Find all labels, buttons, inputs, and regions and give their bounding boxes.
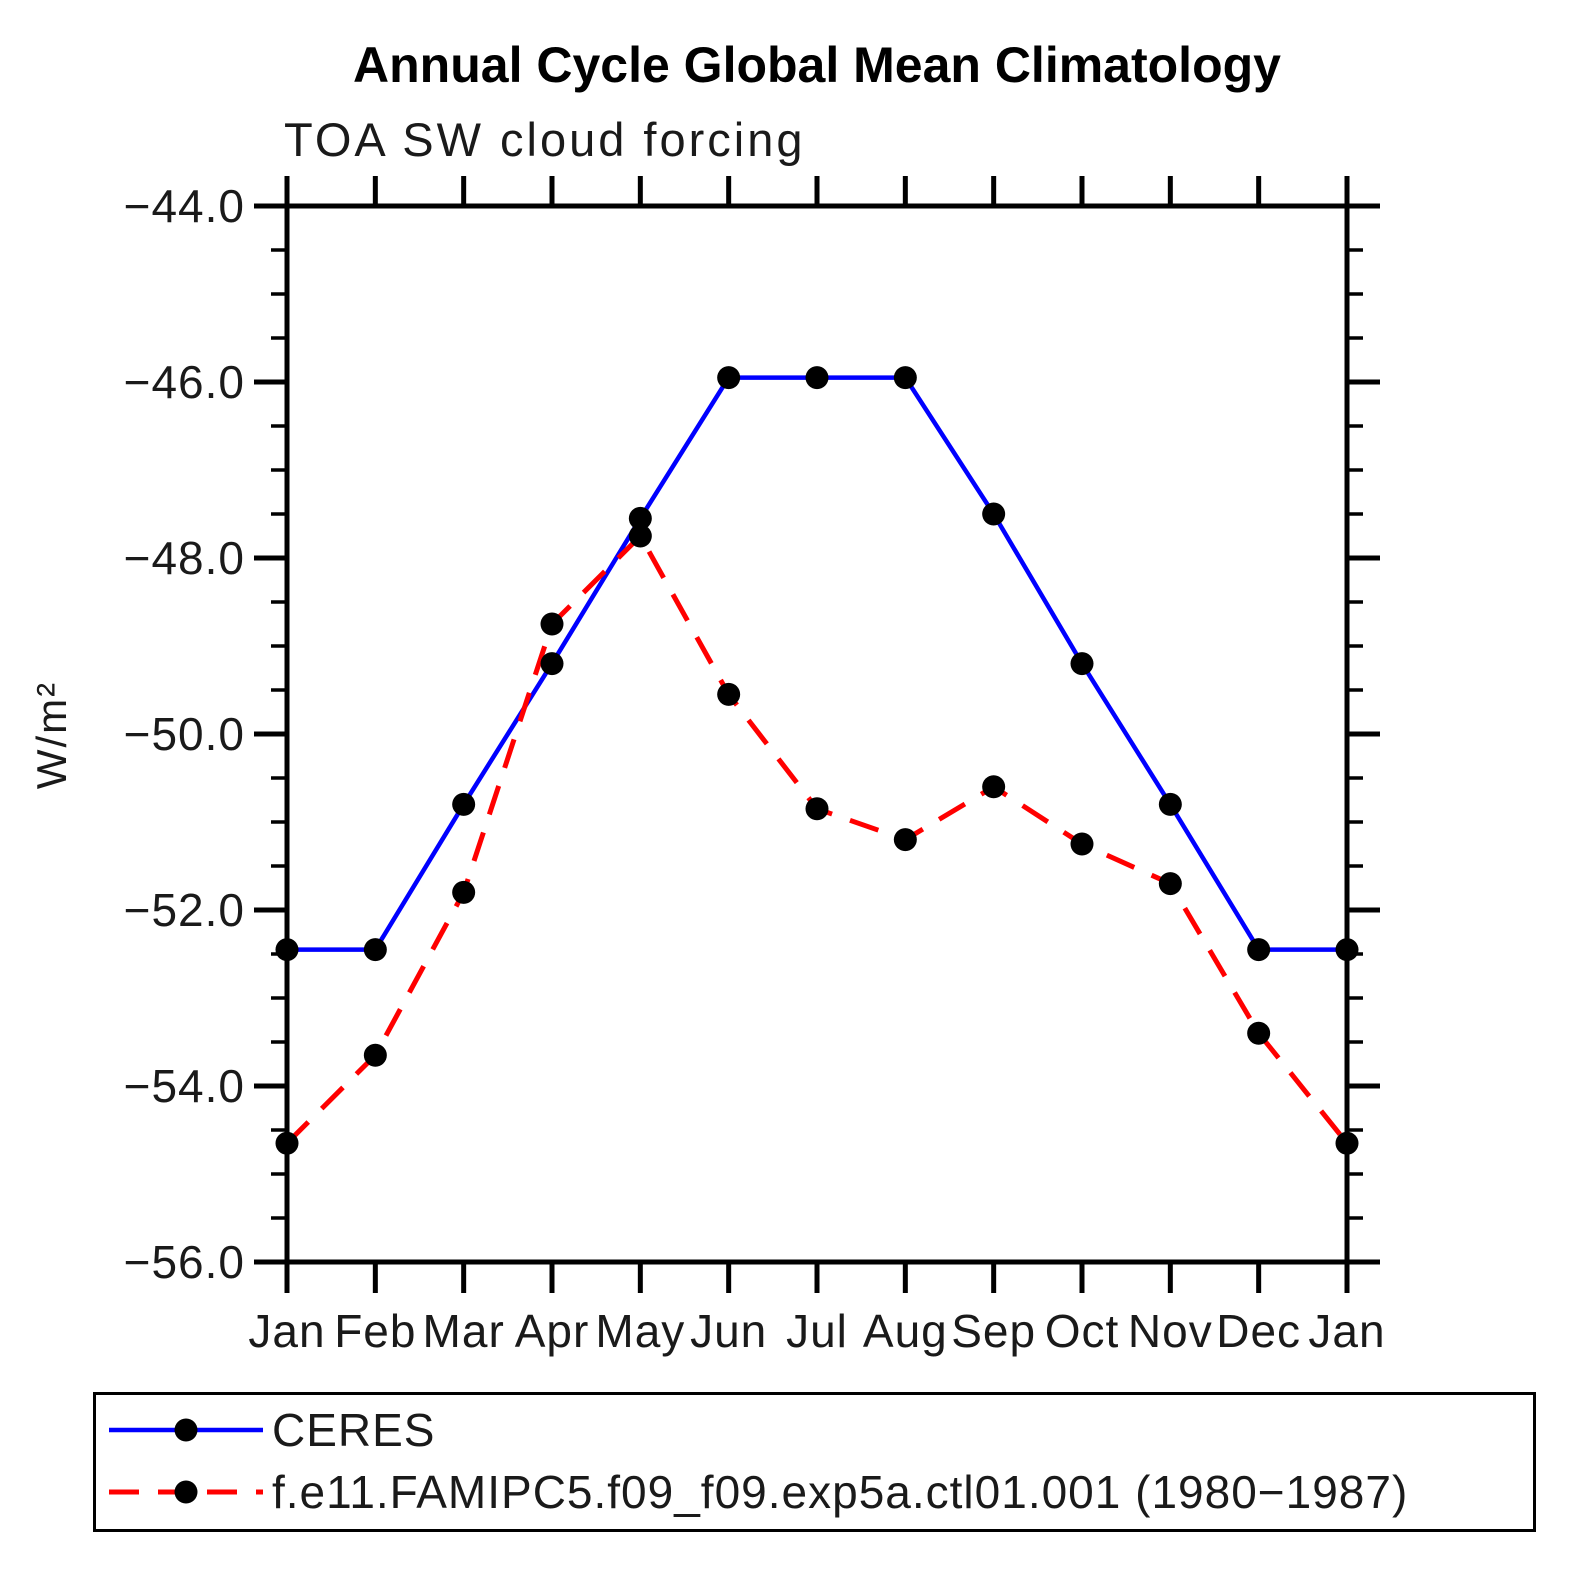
ceres-point-may-4 <box>628 506 652 530</box>
model-point-jul-6 <box>805 797 829 821</box>
model-point-nov-10 <box>1158 872 1182 896</box>
model-line <box>285 531 1349 1145</box>
y-tick-label: −50.0 <box>124 708 245 760</box>
ceres-point-jan-0 <box>275 938 299 962</box>
legend-entry-model: f.e11.FAMIPC5.f09_f09.exp5a.ctl01.001 (1… <box>96 1461 1408 1523</box>
x-tick-label: Mar <box>423 1305 505 1357</box>
model-point-jun-5 <box>717 682 741 706</box>
model-point-oct-9 <box>1070 832 1094 856</box>
legend-label-ceres: CERES <box>272 1404 436 1456</box>
x-tick-label: Jul <box>786 1305 848 1357</box>
model-point-feb-1 <box>363 1043 387 1067</box>
x-tick-label: Jun <box>690 1305 767 1357</box>
x-tick-label: Nov <box>1128 1305 1213 1357</box>
ceres-point-mar-2 <box>452 792 476 816</box>
legend: CERES f.e11.FAMIPC5.f09_f09.exp5a.ctl01.… <box>93 1392 1536 1532</box>
ceres-point-jul-6 <box>805 366 829 390</box>
model-point-jan-12 <box>1335 1131 1359 1155</box>
model-point-mar-2 <box>452 880 476 904</box>
y-tick-label: −52.0 <box>124 884 245 936</box>
plot-subtitle: TOA SW cloud forcing <box>284 113 806 166</box>
ceres-point-nov-10 <box>1158 792 1182 816</box>
ceres-sample-marker <box>174 1418 198 1442</box>
y-tick-label: −44.0 <box>124 180 245 232</box>
figure-title: Annual Cycle Global Mean Climatology <box>353 37 1281 93</box>
ceres-point-jan-12 <box>1335 938 1359 962</box>
legend-entry-ceres: CERES <box>96 1399 435 1461</box>
x-tick-label: Jan <box>248 1305 325 1357</box>
model-sample-marker <box>174 1480 198 1504</box>
ceres-point-dec-11 <box>1247 938 1271 962</box>
x-tick-label: Apr <box>515 1305 590 1357</box>
x-tick-label: Sep <box>951 1305 1036 1357</box>
y-tick-label: −54.0 <box>124 1060 245 1112</box>
y-tick-label: −46.0 <box>124 356 245 408</box>
x-tick-label: Dec <box>1216 1305 1301 1357</box>
ceres-point-apr-3 <box>540 652 564 676</box>
model-point-dec-11 <box>1247 1021 1271 1045</box>
ceres-point-sep-8 <box>982 502 1006 526</box>
y-tick-label: −48.0 <box>124 532 245 584</box>
x-tick-label: Oct <box>1045 1305 1120 1357</box>
model-line-sample <box>109 1480 263 1504</box>
x-tick-label: Jan <box>1308 1305 1385 1357</box>
ceres-point-feb-1 <box>363 938 387 962</box>
model-point-sep-8 <box>982 775 1006 799</box>
ceres-point-aug-7 <box>893 366 917 390</box>
model-point-jan-0 <box>275 1131 299 1155</box>
model-point-apr-3 <box>540 612 564 636</box>
ceres-line <box>287 375 1347 952</box>
ceres-point-oct-9 <box>1070 652 1094 676</box>
ceres-line-sample <box>109 1418 263 1442</box>
x-tick-label: Aug <box>863 1305 948 1357</box>
model-point-aug-7 <box>893 828 917 852</box>
y-tick-label: −56.0 <box>124 1236 245 1288</box>
ceres-point-jun-5 <box>717 366 741 390</box>
x-tick-label: Feb <box>334 1305 416 1357</box>
model-point-may-4 <box>628 524 652 548</box>
x-tick-label: May <box>595 1305 685 1357</box>
legend-label-model: f.e11.FAMIPC5.f09_f09.exp5a.ctl01.001 (1… <box>272 1466 1409 1518</box>
